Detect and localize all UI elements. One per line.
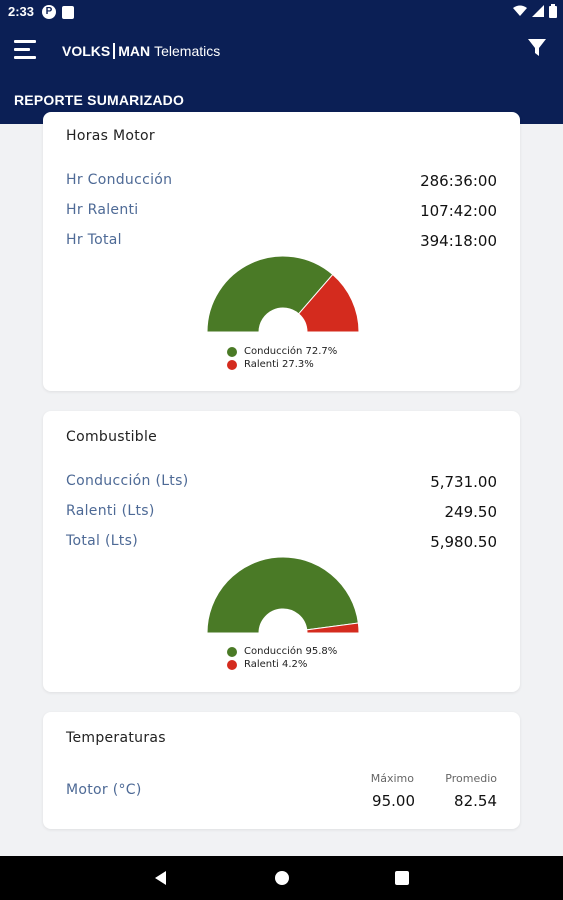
legend-item: Conducción 95.8% <box>227 645 337 658</box>
home-icon[interactable] <box>275 871 289 885</box>
battery-icon <box>549 4 557 18</box>
menu-icon[interactable] <box>14 40 36 60</box>
row-value: 5,980.50 <box>430 533 497 551</box>
gauge-legend: Conducción 95.8% Ralenti 4.2% <box>227 645 337 671</box>
legend-item: Ralenti 27.3% <box>227 358 337 371</box>
horas-motor-card: Horas Motor Hr Conducción 286:36:00 Hr R… <box>43 112 520 391</box>
legend-dot-icon <box>227 346 237 357</box>
legend-label: Conducción 72.7% <box>244 346 338 357</box>
gauge-segment-conduccion <box>206 255 334 333</box>
legend-dot-icon <box>227 659 237 670</box>
gauge-segment-ralenti <box>297 273 360 333</box>
legend-label: Ralenti 27.3% <box>244 359 314 370</box>
parking-notification-icon: P <box>42 5 56 19</box>
row-value: 394:18:00 <box>420 232 497 250</box>
card-title: Combustible <box>66 429 158 445</box>
card-title: Temperaturas <box>66 730 166 746</box>
row-label: Hr Conducción <box>66 172 173 188</box>
horas-motor-gauge-chart <box>206 255 360 333</box>
legend-item: Ralenti 4.2% <box>227 658 337 671</box>
notification-icon <box>62 6 74 19</box>
row-label: Hr Total <box>66 232 122 248</box>
wifi-icon <box>513 5 527 16</box>
legend-label: Conducción 95.8% <box>244 646 338 657</box>
legend-dot-icon <box>227 646 237 657</box>
avg-label: Promedio <box>445 772 497 785</box>
legend-dot-icon <box>227 359 237 370</box>
avg-value: 82.54 <box>454 792 497 810</box>
row-label: Conducción (Lts) <box>66 473 189 489</box>
brand-man: MAN <box>118 43 151 59</box>
legend-item: Conducción 72.7% <box>227 345 337 358</box>
row-label: Hr Ralenti <box>66 202 139 218</box>
back-icon[interactable] <box>154 871 168 885</box>
row-label: Total (Lts) <box>66 533 138 549</box>
row-value: 107:42:00 <box>420 202 497 220</box>
card-title: Horas Motor <box>66 128 155 144</box>
max-value: 95.00 <box>372 792 415 810</box>
app-bar: VOLKS MAN Telematics REPORTE SUMARIZADO <box>0 24 563 124</box>
gauge-segment-conduccion <box>206 556 359 634</box>
combustible-gauge-chart <box>206 556 360 634</box>
row-value: 5,731.00 <box>430 473 497 491</box>
recent-apps-icon[interactable] <box>395 871 409 885</box>
brand-volks: VOLKS <box>62 43 111 59</box>
row-value: 249.50 <box>444 503 498 521</box>
row-label: Ralenti (Lts) <box>66 503 155 519</box>
filter-icon[interactable] <box>527 38 547 58</box>
system-nav-bar <box>0 856 563 900</box>
signal-icon <box>532 5 544 17</box>
temperaturas-card: Temperaturas Motor (°C) Máximo 95.00 Pro… <box>43 712 520 829</box>
page-subtitle: REPORTE SUMARIZADO <box>14 92 185 108</box>
max-label: Máximo <box>370 772 414 785</box>
gauge-legend: Conducción 72.7% Ralenti 27.3% <box>227 345 337 371</box>
combustible-card: Combustible Conducción (Lts) 5,731.00 Ra… <box>43 411 520 692</box>
status-bar: 2:33 P <box>0 0 563 24</box>
row-value: 286:36:00 <box>420 172 497 190</box>
brand-separator <box>113 43 116 59</box>
status-time: 2:33 <box>8 4 35 19</box>
brand-telematics: Telematics <box>154 43 221 59</box>
gauge-segment-ralenti <box>306 622 360 634</box>
row-label: Motor (°C) <box>66 782 142 798</box>
legend-label: Ralenti 4.2% <box>244 659 308 670</box>
app-brand: VOLKS MAN Telematics <box>62 43 220 59</box>
